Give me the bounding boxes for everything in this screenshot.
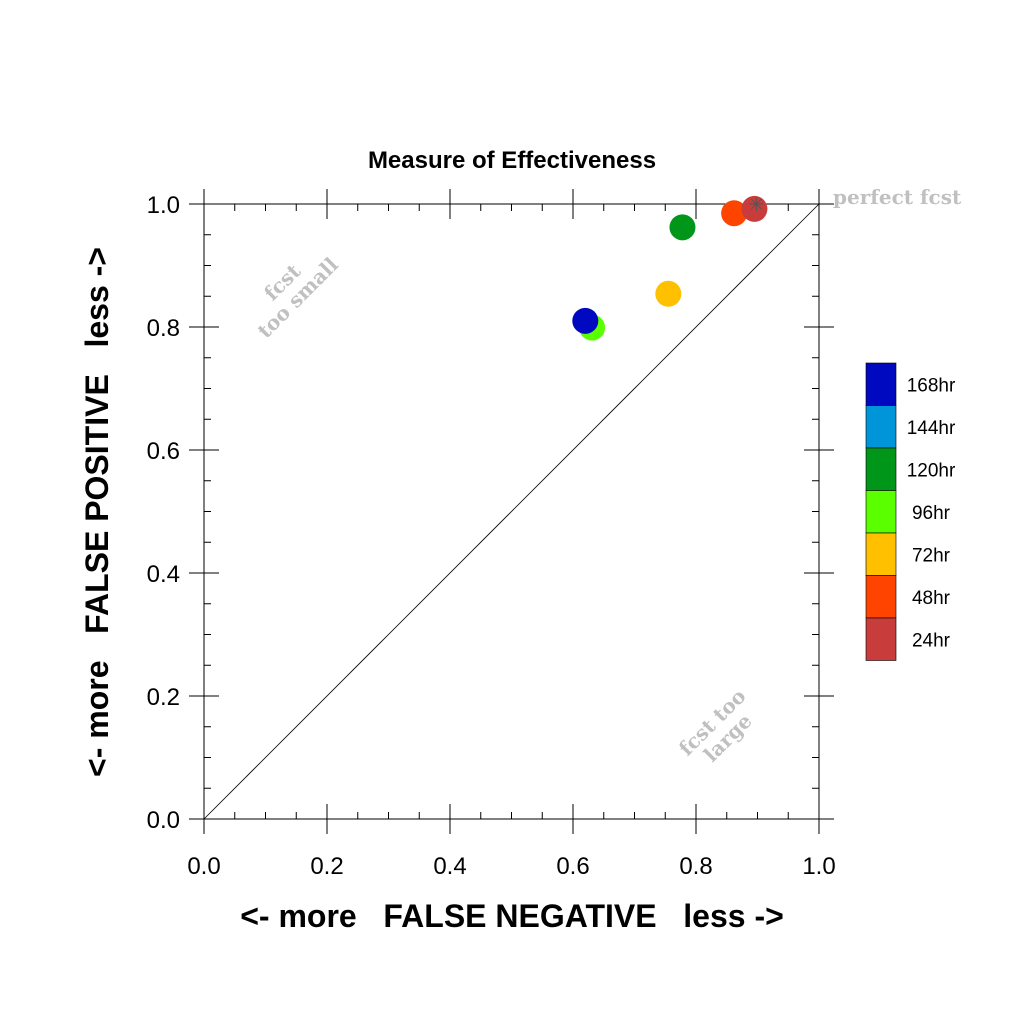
legend-label-144hr: 144hr: [907, 418, 956, 439]
point-168hr: [572, 307, 599, 334]
x-tick-label: 1.0: [802, 853, 835, 880]
legend-label-168hr: 168hr: [907, 375, 956, 396]
legend-label-96hr: 96hr: [912, 503, 951, 524]
diagonal-line: [203, 203, 820, 820]
legend-swatch-48hr: [865, 575, 897, 619]
point-72hr: [655, 280, 682, 307]
chart-title: Measure of Effectiveness: [368, 147, 656, 174]
point-120hr: [669, 214, 696, 241]
annotation-fcst-too-small: fcsttoo small: [237, 237, 343, 343]
legend-swatch-120hr: [865, 447, 897, 491]
point-48hr: [721, 200, 748, 227]
legend-swatch-144hr: [865, 405, 897, 449]
annotation-line: too small: [253, 252, 343, 342]
y-tick-label: 0.4: [147, 561, 180, 588]
y-tick-label: 0.8: [147, 315, 180, 342]
annotation-perfect-fcst: perfect fcst: [833, 185, 962, 209]
perfect-fcst-marker: [750, 198, 762, 210]
legend-label-120hr: 120hr: [907, 460, 956, 481]
legend-swatch-72hr: [865, 532, 897, 576]
y-tick-label: 0.6: [147, 438, 180, 465]
y-tick-label: 0.2: [147, 684, 180, 711]
legend-swatch-168hr: [865, 362, 897, 406]
annotation-fcst-too-large: fcst toolarge: [674, 684, 766, 776]
y-tick-label: 1.0: [147, 192, 180, 219]
x-tick-label: 0.6: [556, 853, 589, 880]
x-tick-label: 0.4: [433, 853, 466, 880]
x-tick-label: 0.0: [187, 853, 220, 880]
legend-label-24hr: 24hr: [912, 630, 951, 651]
x-tick-label: 0.2: [310, 853, 343, 880]
legend-label-72hr: 72hr: [912, 545, 951, 566]
legend-swatch-96hr: [865, 490, 897, 534]
legend-label-48hr: 48hr: [912, 588, 951, 609]
y-tick-label: 0.0: [147, 807, 180, 834]
y-axis-title: <- more FALSE POSITIVE less ->: [79, 247, 115, 777]
legend-swatch-24hr: [865, 617, 897, 661]
point-24hr: [741, 195, 768, 222]
x-tick-label: 0.8: [679, 853, 712, 880]
x-axis-title: <- more FALSE NEGATIVE less ->: [240, 898, 784, 934]
